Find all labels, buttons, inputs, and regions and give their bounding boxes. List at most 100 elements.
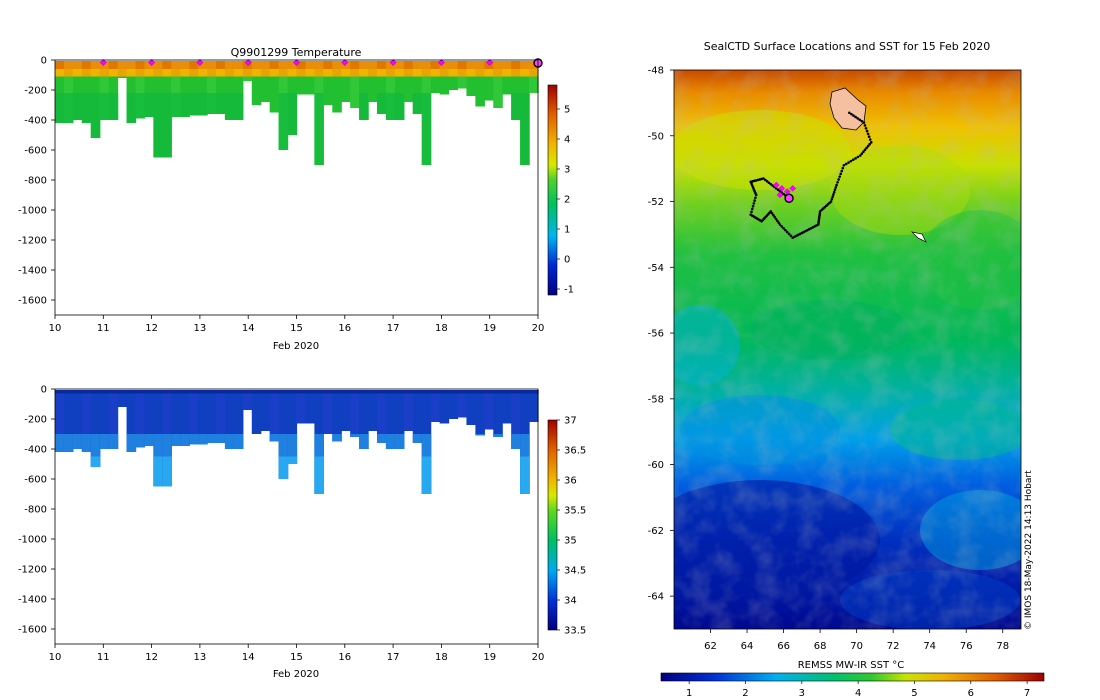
temperature-mixed-layer — [403, 61, 414, 69]
salinity-profile — [269, 390, 280, 442]
salinity-profile-deep — [144, 434, 154, 446]
temperature-profile-deep — [385, 93, 396, 120]
salinity-profile — [216, 390, 226, 443]
temperature-profile-deep — [224, 93, 235, 120]
temperature-thermocline — [421, 69, 432, 77]
track-point — [834, 186, 838, 189]
salinity-profile-deep — [511, 434, 521, 449]
x-tick-label: 13 — [194, 323, 207, 334]
track-point — [765, 180, 769, 183]
temperature-mixed-layer — [135, 61, 146, 69]
salinity-profile — [403, 390, 414, 431]
map-x-tick-label: 72 — [887, 641, 900, 652]
salinity-profile-deep — [493, 434, 503, 437]
salinity-profile — [144, 390, 154, 446]
temperature-mixed-layer — [511, 61, 521, 69]
salinity-profile — [359, 390, 369, 449]
salinity-surface-layer — [135, 390, 146, 394]
x-tick-label: 18 — [435, 323, 448, 334]
temperature-mixed-layer — [117, 61, 128, 69]
temperature-mixed-layer — [72, 61, 83, 69]
y-tick-label: -1600 — [18, 296, 47, 307]
salinity-profile-deep — [412, 434, 423, 443]
temperature-mixed-layer — [377, 61, 387, 69]
temperature-mixed-layer — [233, 61, 244, 69]
temperature-mixed-layer — [260, 61, 271, 69]
temperature-thermocline — [305, 69, 315, 77]
salinity-surface-layer — [162, 390, 172, 394]
salinity-profile-deep — [287, 434, 298, 464]
salinity-profile-deep — [63, 434, 74, 452]
current-position-marker — [784, 193, 794, 203]
temperature-profile-deep — [511, 93, 521, 120]
temperature-mixed-layer — [180, 61, 190, 69]
y-tick-label: -1000 — [18, 206, 47, 217]
salinity-profile-deep — [72, 434, 83, 449]
map-y-tick-label: -64 — [648, 592, 664, 603]
salinity-profile-deep — [359, 434, 369, 449]
track-point — [854, 157, 857, 160]
map-y-tick-label: -62 — [648, 526, 664, 537]
salinity-x-ticks: 10 11 12 13 14 15 16 17 18 19 20 — [49, 644, 544, 663]
surface-marker — [148, 59, 156, 66]
salinity-surface-layer — [314, 390, 324, 394]
salinity-surface-layer — [198, 390, 208, 394]
map-y-tick-label: -52 — [648, 197, 664, 208]
temperature-thermocline — [198, 69, 208, 77]
temperature-profile-deep — [421, 93, 432, 165]
map-x-tick-label: 70 — [850, 641, 863, 652]
salinity-profile — [475, 390, 485, 436]
temperature-mixed-layer — [296, 61, 307, 69]
salinity-profile-deep — [394, 434, 405, 449]
temperature-profile-deep — [55, 93, 65, 123]
salinity-profile-deep — [233, 434, 244, 449]
salinity-profile — [251, 390, 262, 434]
salinity-surface-layer — [323, 390, 333, 394]
salinity-surface-layer — [332, 390, 342, 394]
salinity-surface-layer — [385, 390, 396, 394]
temperature-mixed-layer — [269, 61, 280, 69]
salinity-profile-deep — [269, 434, 280, 442]
temperature-mixed-layer — [126, 61, 137, 69]
salinity-surface-layer — [55, 390, 65, 394]
temperature-mixed-layer — [421, 61, 432, 69]
y-tick-label: -1200 — [18, 236, 47, 247]
salinity-surface-layer — [421, 390, 432, 394]
colorbar-tick-label: 36 — [564, 476, 577, 487]
x-tick-label: 11 — [97, 323, 110, 334]
map-colorbar-tick-label: 7 — [1024, 688, 1030, 699]
temperature-colorbar-ticks: -1 0 1 2 3 4 5 — [557, 105, 574, 296]
salinity-surface-layer — [368, 390, 378, 394]
temperature-thermocline — [55, 69, 65, 77]
colorbar-tick-label: 34 — [564, 596, 577, 607]
salinity-profile-deep — [126, 434, 137, 452]
temperature-thermocline — [412, 69, 423, 77]
temperature-profile — [466, 76, 476, 96]
track-point — [862, 150, 865, 154]
track-point — [750, 207, 754, 211]
temperature-profile — [448, 76, 459, 90]
track-point — [839, 172, 843, 176]
temperature-thermocline — [180, 69, 190, 77]
salinity-surface-layer — [430, 390, 441, 394]
temperature-mixed-layer — [305, 61, 315, 69]
temperature-mixed-layer — [502, 61, 512, 69]
salinity-surface-layer — [108, 390, 119, 394]
sst-texture — [674, 70, 1021, 629]
temperature-mixed-layer — [251, 61, 262, 69]
map-colorbar-label: REMSS MW-IR SST °C — [798, 660, 905, 671]
salinity-profile — [430, 390, 441, 422]
x-tick-label: 16 — [338, 323, 351, 334]
salinity-profile — [493, 390, 503, 437]
x-tick-label: 19 — [483, 323, 496, 334]
salinity-profile — [439, 390, 450, 424]
salinity-profile-deep — [189, 434, 199, 445]
track-point — [854, 115, 857, 119]
y-tick-label: -800 — [24, 505, 47, 516]
salinity-surface-layer — [251, 390, 262, 394]
x-tick-label: 12 — [145, 323, 158, 334]
y-tick-label: -1000 — [18, 535, 47, 546]
temperature-mixed-layer — [350, 61, 360, 69]
map-title: SealCTD Surface Locations and SST for 15… — [704, 40, 991, 53]
